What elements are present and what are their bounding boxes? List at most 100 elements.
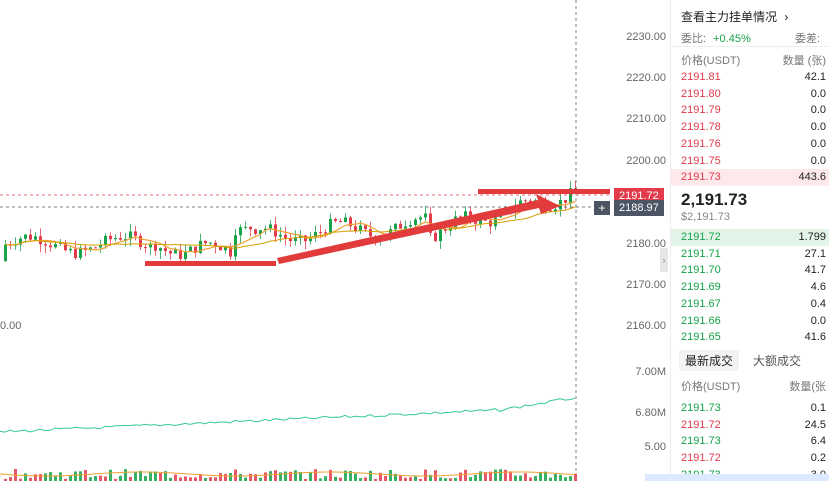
candle-body [139,235,142,248]
candle-body [354,226,357,231]
candle-body [319,231,322,233]
row-qty: 0.4 [810,297,826,310]
volume-bar [404,477,407,481]
order-book-row[interactable]: 2191.72 0.2 [681,450,829,466]
order-book-row[interactable]: 2191.69 4.6 [681,279,829,295]
y-axis-label: 2160.00 [626,320,666,332]
candle-body [44,244,47,246]
row-qty: 0.0 [810,104,826,117]
collapse-panel-chevron-icon[interactable]: › [660,248,668,272]
candle-body [519,200,522,207]
volume-bar [9,477,12,481]
candle-body [109,235,112,240]
add-alert-plus-icon[interactable]: + [594,201,610,215]
volume-bar [124,469,127,481]
order-book-row[interactable]: 2191.65 41.6 [681,329,829,345]
volume-bar [344,470,347,481]
candle-body [444,229,447,231]
order-book-row[interactable]: 2191.75 0.0 [681,153,829,169]
volume-bar [299,471,302,481]
order-book-row[interactable]: 2191.79 0.0 [681,102,829,118]
candle-body [104,235,107,246]
volume-bar [389,469,392,481]
order-book-row[interactable]: 2191.66 0.0 [681,313,829,329]
order-book-row[interactable]: 2191.81 42.1 [681,69,829,85]
volume-bar [214,477,217,481]
row-price: 2191.70 [681,264,721,277]
volume-bar [64,478,67,481]
volume-bar [94,476,97,481]
order-book-row[interactable]: 2191.72 24.5 [681,417,829,433]
candle-body [434,232,437,242]
candle-body [394,223,397,230]
order-book-row[interactable]: 2191.73 443.6 [681,169,829,185]
diff-label: 委差: [795,33,821,45]
order-book-row[interactable]: 2191.71 27.1 [681,246,829,262]
candle-body [74,248,77,259]
volume-bar [159,473,162,481]
candle-body [64,242,67,251]
row-price: 2191.79 [681,104,721,117]
row-price: 2191.76 [681,137,721,150]
volume-bar [494,469,497,481]
volume-bar [319,478,322,481]
row-price: 2191.78 [681,121,721,134]
volume-bar [259,477,262,481]
volume-bar [314,469,317,481]
row-qty: 0.2 [810,452,826,465]
row-qty: 41.6 [804,331,826,344]
candle-body [344,217,347,223]
order-book-row[interactable]: 2191.76 0.0 [681,136,829,152]
volume-bar [384,475,387,481]
row-qty: 27.1 [804,247,826,260]
order-book-row[interactable]: 2191.70 41.7 [681,262,829,278]
candle-body [224,247,227,251]
y-axis-label: 2220.00 [626,72,666,84]
candle-body [479,217,482,224]
trade-col-price-header: 价格(USDT) [681,381,741,393]
volume-bar [504,469,507,481]
volume-bar [279,472,282,481]
row-qty: 0.0 [810,314,826,327]
row-price: 2191.73 [681,435,721,448]
order-book-row[interactable]: 2191.73 6.4 [681,433,829,449]
candlestick-chart[interactable] [0,0,666,481]
row-price: 2191.71 [681,247,721,260]
tab-large-trades[interactable]: 大额成交 [753,354,802,368]
candle-body [124,239,127,241]
order-book-row[interactable]: 2191.78 0.0 [681,119,829,135]
candle-body [294,237,297,242]
order-book-row[interactable]: 2191.67 0.4 [681,296,829,312]
ratio-value: +0.45% [713,33,751,45]
candle-body [339,220,342,223]
tab-latest-trades[interactable]: 最新成交 [679,350,740,371]
candle-body [189,246,192,252]
row-qty: 0.0 [810,137,826,150]
volume-bar [19,478,22,481]
candle-body [154,243,157,251]
volume-bar [144,476,147,481]
order-book-row[interactable]: 2191.72 1.799 [681,229,829,245]
row-price: 2191.65 [681,331,721,344]
volume-bar [429,474,432,481]
candle-body [464,211,467,217]
chart-area[interactable]: 2230.00 2220.00 2210.00 2200.00 2180.00 … [0,0,666,481]
volume-bar [179,477,182,481]
volume-bar [444,478,447,481]
candle-body [549,210,552,212]
volume-bar [254,474,257,481]
volume-bar [249,473,252,481]
volume-bar [119,475,122,481]
main-orders-link[interactable]: 查看主力挂单情况 › [681,8,788,25]
volume-bar [524,473,527,481]
order-book-row[interactable]: 2191.73 0.1 [681,400,829,416]
candle-body [409,225,412,227]
moving-average-line-2 [5,206,576,249]
candle-body [54,244,57,248]
order-book-row[interactable]: 2191.80 0.0 [681,86,829,102]
volume-bar [194,477,197,481]
row-qty: 41.7 [804,264,826,277]
row-price: 2191.69 [681,281,721,294]
volume-bar [269,471,272,481]
volume-bar [399,475,402,481]
